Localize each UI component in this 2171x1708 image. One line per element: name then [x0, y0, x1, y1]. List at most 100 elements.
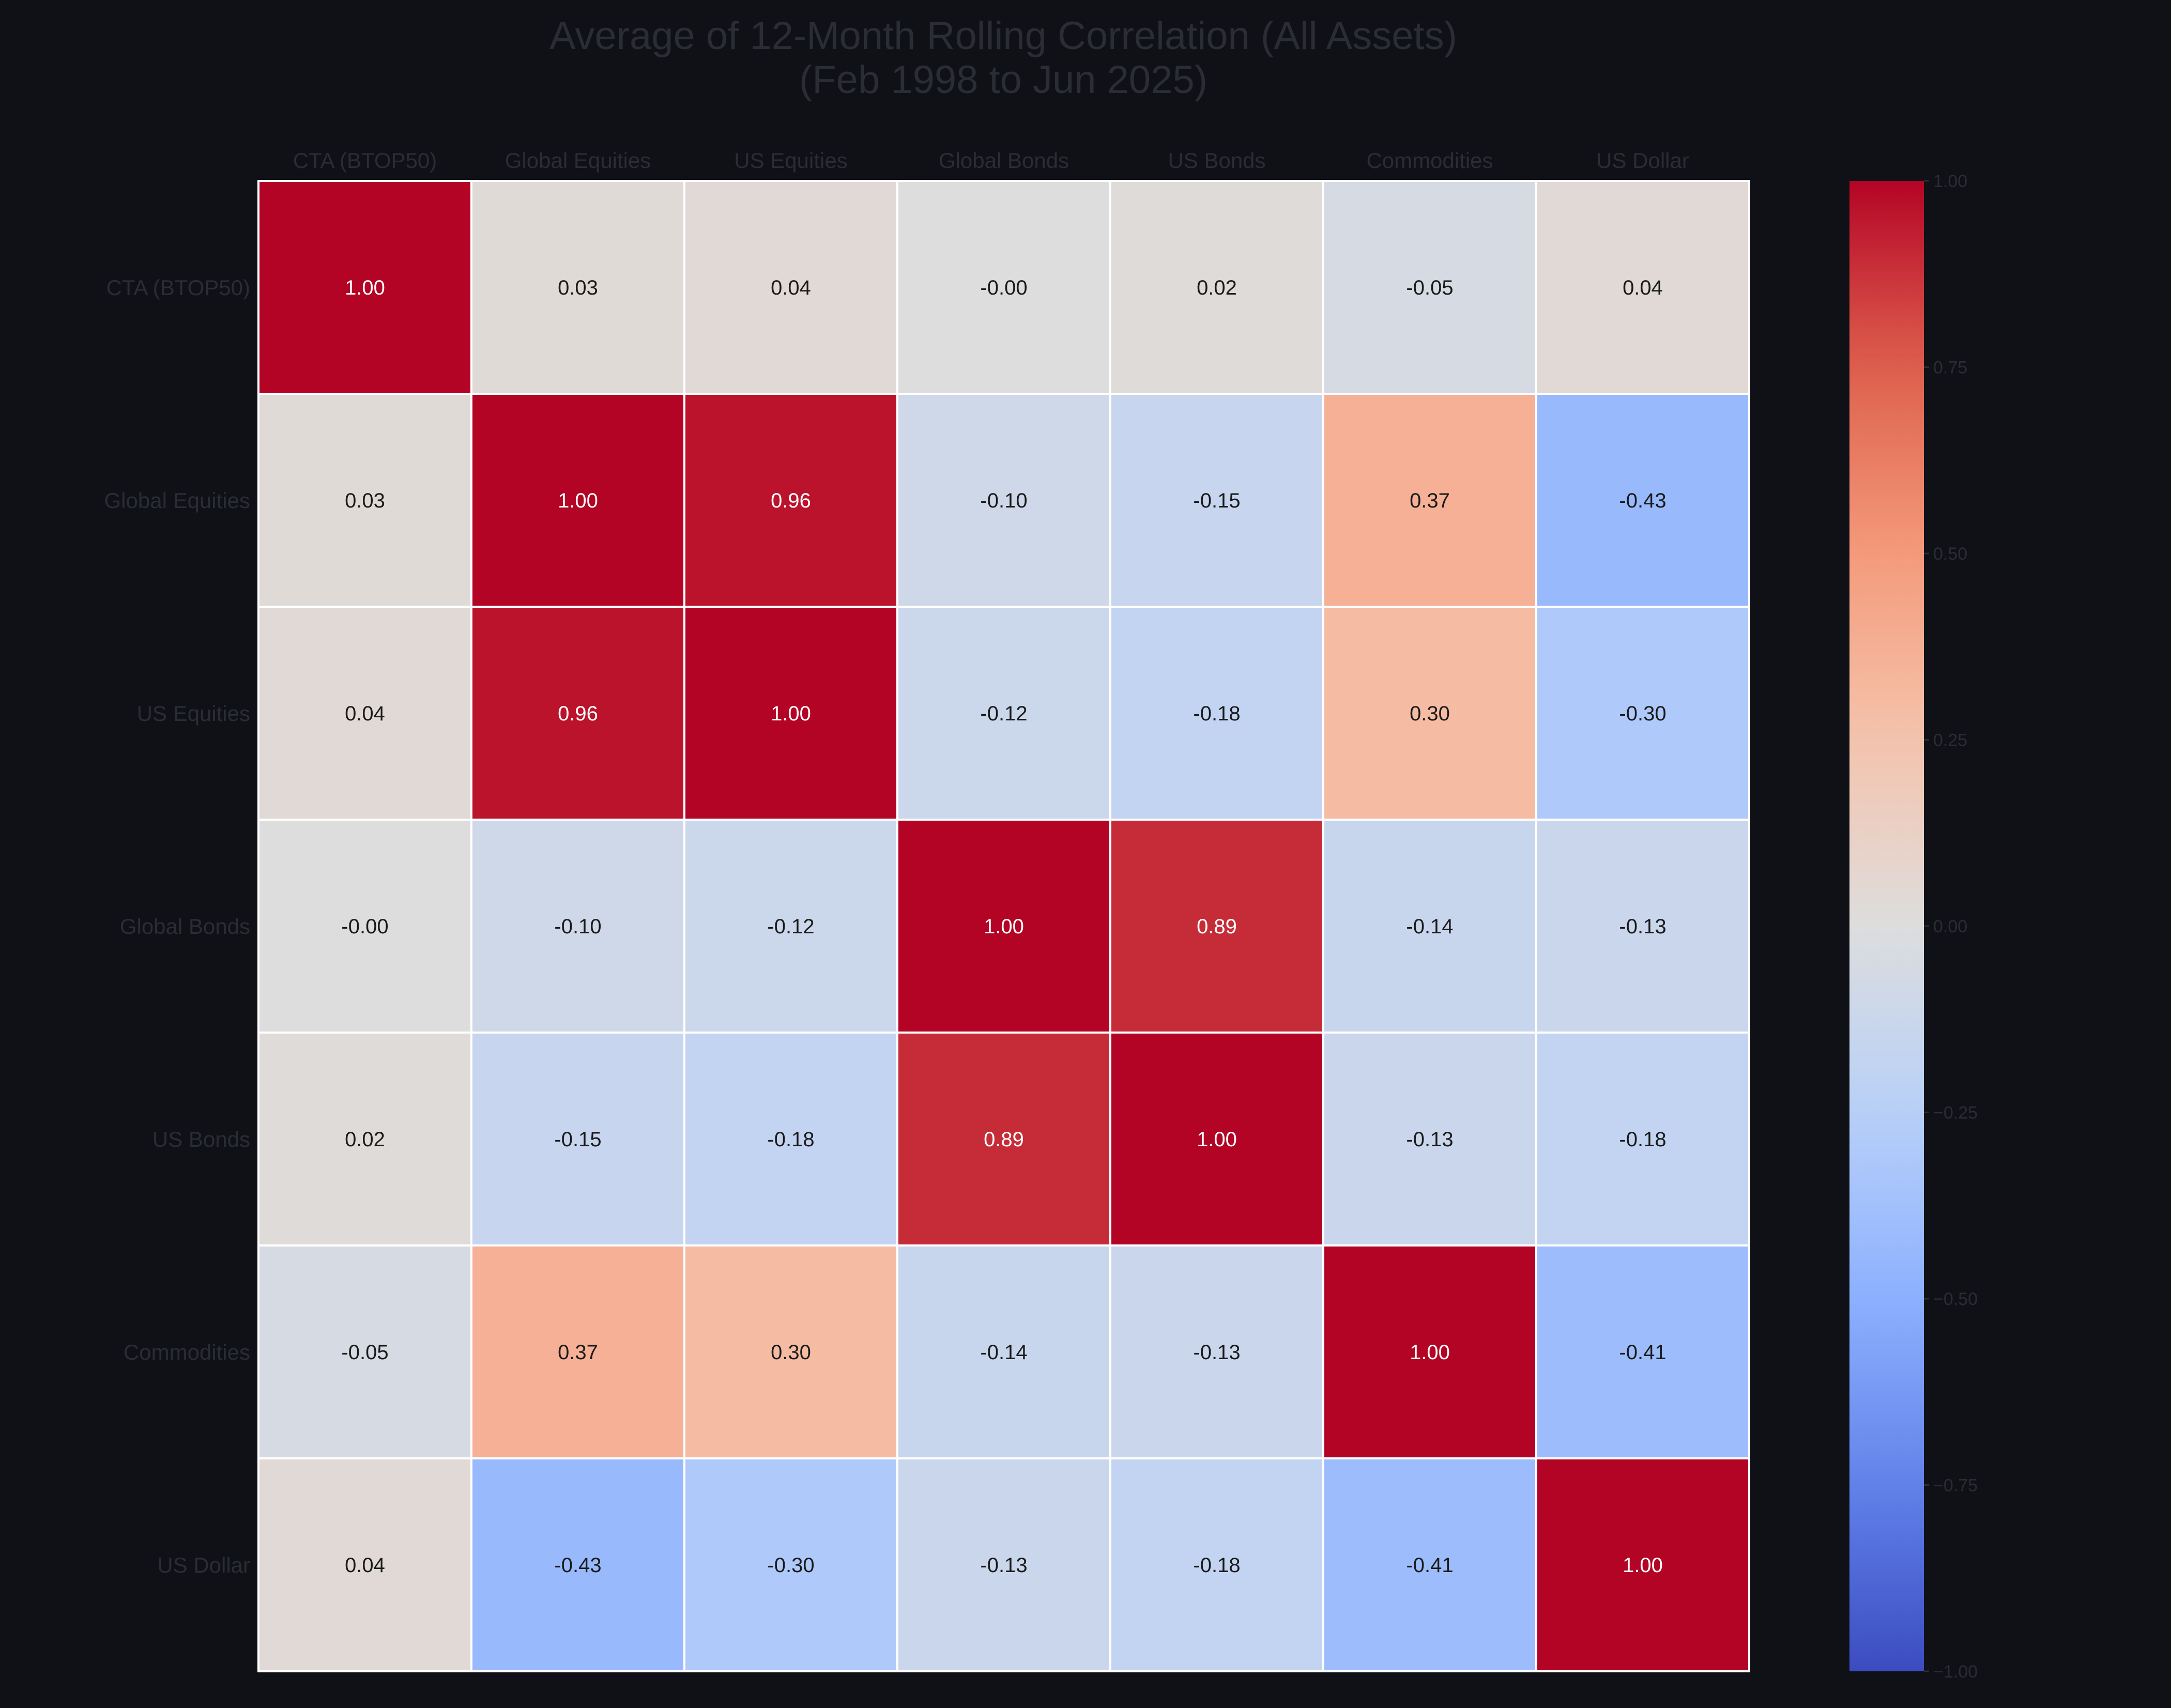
cell-value-label: -0.18	[1193, 1554, 1240, 1577]
heatmap-cell	[257, 1244, 472, 1459]
cell-value-label: -0.10	[554, 915, 601, 938]
cell-value-label: 0.04	[771, 276, 811, 299]
x-tick-label: CTA (BTOP50)	[293, 148, 437, 173]
cell-value-label: 0.04	[1623, 276, 1663, 299]
cell-value-label: -0.00	[341, 915, 388, 938]
y-tick-label: US Dollar	[157, 1553, 250, 1577]
y-tick-label: Global Bonds	[120, 914, 250, 938]
heatmap-annotations: 1.00 0.03 0.04 -0.00 0.02 -0.05 0.04 0.03 1.00 0.…	[341, 276, 1666, 1577]
colorbar-tick-label: 0.50	[1933, 544, 1967, 564]
x-tick-label: US Equities	[734, 148, 847, 173]
cell-value-label: -0.18	[1193, 702, 1240, 725]
heatmap-cell	[896, 1457, 1111, 1672]
colorbar-tick-label: −0.50	[1933, 1289, 1978, 1309]
chart-title: Average of 12-Month Rolling Correlation …	[549, 14, 1457, 102]
heatmap-cell	[683, 393, 898, 608]
heatmap-cell	[1322, 1032, 1537, 1247]
cell-value-label: 0.37	[558, 1341, 598, 1364]
heatmap-cell	[896, 393, 1111, 608]
heatmap-cell	[1109, 819, 1324, 1034]
x-tick-label: Global Equities	[505, 148, 651, 173]
heatmap-cell	[1535, 819, 1750, 1034]
cell-value-label: -0.13	[980, 1554, 1027, 1577]
cell-value-label: -0.15	[554, 1128, 601, 1151]
heatmap-cell	[470, 819, 685, 1034]
cell-value-label: 1.00	[771, 702, 811, 725]
heatmap-cell	[1322, 1457, 1537, 1672]
heatmap-cell	[683, 1244, 898, 1459]
colorbar-tick-label: 1.00	[1933, 172, 1967, 191]
cell-value-label: 0.96	[771, 489, 811, 512]
y-tick-label: US Bonds	[152, 1127, 250, 1151]
y-tick-label: Global Equities	[104, 488, 251, 513]
cell-value-label: -0.43	[1619, 489, 1666, 512]
cell-value-label: -0.30	[767, 1554, 814, 1577]
heatmap-cell	[896, 1032, 1111, 1247]
cell-value-label: 0.04	[345, 1554, 385, 1577]
cell-value-label: 0.03	[558, 276, 598, 299]
cell-value-label: -0.18	[767, 1128, 814, 1151]
x-axis-labels: CTA (BTOP50) Global Equities US Equities Gl…	[293, 148, 1689, 173]
cell-value-label: 1.00	[345, 276, 385, 299]
heatmap-cell	[1535, 393, 1750, 608]
x-tick-label: US Dollar	[1596, 148, 1689, 173]
cell-value-label: 0.02	[1197, 276, 1237, 299]
y-axis-labels: CTA (BTOP50) Global Equities US Equities Gl…	[104, 275, 251, 1577]
cell-value-label: -0.05	[1406, 276, 1453, 299]
x-tick-label: Commodities	[1366, 148, 1493, 173]
heatmap-cell	[1109, 1457, 1324, 1672]
cell-value-label: 1.00	[1410, 1341, 1450, 1364]
cell-value-label: -0.15	[1193, 489, 1240, 512]
colorbar: 1.00 0.75 0.50 0.25 0.00 −0.25 −0.50 −0.75 −1.00	[1849, 172, 1978, 1682]
heatmap-cell	[257, 1457, 472, 1672]
heatmap-cell	[896, 606, 1111, 821]
cell-value-label: 1.00	[1197, 1128, 1237, 1151]
heatmap-cell	[1535, 1244, 1750, 1459]
heatmap-cells	[257, 180, 1750, 1672]
cell-value-label: -0.12	[980, 702, 1027, 725]
heatmap-cell	[1535, 180, 1750, 395]
heatmap-cell	[257, 393, 472, 608]
cell-value-label: 0.04	[345, 702, 385, 725]
colorbar-tick-label: 0.75	[1933, 358, 1967, 378]
heatmap-cell	[683, 606, 898, 821]
y-tick-label: US Equities	[137, 701, 250, 726]
cell-value-label: 1.00	[558, 489, 598, 512]
chart-title-line-1: Average of 12-Month Rolling Correlation …	[549, 14, 1457, 58]
cell-value-label: 0.30	[771, 1341, 811, 1364]
heatmap-cell	[1535, 1457, 1750, 1672]
cell-value-label: -0.43	[554, 1554, 601, 1577]
heatmap-cell	[1535, 1032, 1750, 1247]
cell-value-label: -0.05	[341, 1341, 388, 1364]
cell-value-label: -0.14	[1406, 915, 1453, 938]
cell-value-label: 1.00	[984, 915, 1024, 938]
heatmap-cell	[470, 393, 685, 608]
cell-value-label: 1.00	[1623, 1554, 1663, 1577]
cell-value-label: -0.10	[980, 489, 1027, 512]
heatmap-cell	[257, 606, 472, 821]
cell-value-label: 0.02	[345, 1128, 385, 1151]
cell-value-label: -0.13	[1406, 1128, 1453, 1151]
heatmap-cell	[1322, 180, 1537, 395]
colorbar-gradient	[1849, 181, 1924, 1671]
cell-value-label: -0.41	[1619, 1341, 1666, 1364]
colorbar-tick-label: −0.75	[1933, 1476, 1978, 1496]
colorbar-tick-label: −0.25	[1933, 1103, 1978, 1123]
cell-value-label: -0.00	[980, 276, 1027, 299]
cell-value-label: 0.03	[345, 489, 385, 512]
heatmap-cell	[1109, 606, 1324, 821]
heatmap-cell	[470, 606, 685, 821]
chart-title-line-2: (Feb 1998 to Jun 2025)	[799, 58, 1207, 102]
colorbar-tick-label: −1.00	[1933, 1662, 1978, 1682]
cell-value-label: -0.41	[1406, 1554, 1453, 1577]
cell-value-label: 0.89	[984, 1128, 1024, 1151]
y-tick-label: CTA (BTOP50)	[106, 275, 250, 300]
cell-value-label: -0.12	[767, 915, 814, 938]
y-tick-label: Commodities	[124, 1340, 250, 1364]
heatmap-cell	[470, 1457, 685, 1672]
cell-value-label: 0.30	[1410, 702, 1450, 725]
cell-value-label: -0.30	[1619, 702, 1666, 725]
cell-value-label: -0.13	[1619, 915, 1666, 938]
heatmap-cell	[683, 1457, 898, 1672]
